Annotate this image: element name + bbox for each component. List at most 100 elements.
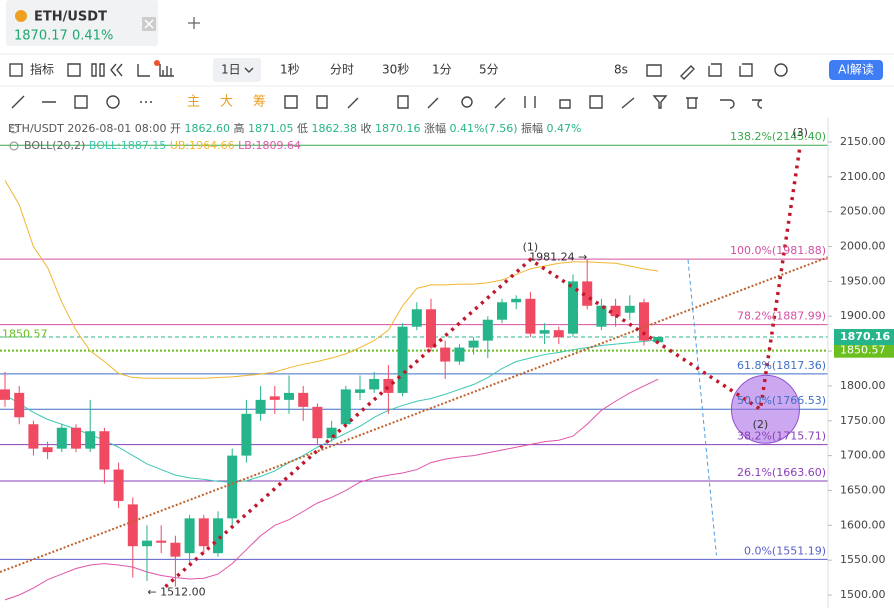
coin-icon [15, 10, 27, 22]
y-tick-label: 2000.00 [840, 240, 886, 253]
interval-option[interactable]: 30秒 [382, 63, 409, 77]
y-tick-label: 1800.00 [840, 379, 886, 392]
candle-body [0, 389, 10, 400]
high-label: 1981.24 → [529, 251, 587, 264]
candle-body [99, 431, 110, 470]
candle-body [127, 504, 138, 547]
interval-button[interactable] [213, 58, 261, 82]
candle-body [142, 540, 152, 547]
info-item: 收 [361, 121, 372, 135]
fib-label: 138.2%(2145.40) [730, 130, 826, 143]
info-item: 开 [170, 122, 181, 135]
candle-body [539, 330, 550, 334]
ai-label: AI解读 [838, 63, 874, 77]
candle-body [468, 340, 479, 348]
wave [164, 144, 802, 588]
candle-body [525, 298, 536, 334]
y-tick-label: 1950.00 [840, 274, 886, 287]
candle-body [113, 469, 124, 501]
candle-body [340, 389, 351, 425]
plot [0, 144, 828, 601]
tool[interactable]: 筹 [253, 94, 266, 110]
fib-label: 61.8%(1817.36) [737, 359, 826, 372]
eye-icon [9, 141, 19, 151]
tab[interactable] [6, 0, 158, 46]
ma-tag [834, 343, 894, 358]
candle-body [639, 302, 649, 341]
interval-option[interactable]: 分时 [330, 63, 354, 77]
ai-button[interactable] [829, 60, 883, 80]
y-tick-label: 2100.00 [840, 170, 886, 183]
boll-item: BOLL:1887.15 [89, 139, 166, 152]
tool[interactable]: 大 [220, 95, 233, 110]
interval-option[interactable]: 1分 [432, 63, 452, 77]
toolbar-icons-right[interactable] [646, 63, 788, 80]
interval-option[interactable]: 1秒 [280, 63, 300, 77]
tool[interactable]: 主 [187, 95, 200, 110]
tab-price: 1870.17 [14, 29, 68, 44]
timer: 8s [614, 63, 628, 77]
info-item: 1871.05 [248, 122, 294, 135]
candle-body [184, 518, 195, 554]
candle-body [213, 518, 223, 554]
candle-body [269, 396, 280, 400]
candle-body [568, 281, 578, 334]
y-tick-label: 1650.00 [840, 483, 886, 496]
candle-body [383, 378, 394, 393]
ma-tag-label: 1850.57 [840, 344, 886, 357]
candle-body [454, 347, 465, 362]
info-item: ETH/USDT [8, 122, 64, 135]
fib-label: 50.0%(1766.53) [737, 394, 826, 407]
candle-body [227, 455, 238, 519]
info-item: 0.47% [547, 122, 582, 135]
info-item: 1862.60 [185, 122, 231, 135]
y-tick-label: 1550.00 [840, 553, 886, 566]
fib-label: 38.2%(1715.71) [737, 430, 826, 443]
info-item: 高 [234, 121, 245, 135]
fib-label: 78.2%(1887.99) [737, 310, 826, 323]
candle-body [553, 330, 564, 338]
boll-item: BOLL(20,2) [24, 139, 85, 152]
candle-body [255, 399, 266, 414]
candle-body [326, 427, 337, 439]
toolbar-icons[interactable] [67, 63, 174, 77]
indicator-icon[interactable] [9, 63, 23, 77]
projection [687, 259, 717, 556]
tab-change: 0.41% [72, 29, 113, 44]
badge [154, 60, 160, 66]
candle-body [198, 518, 209, 547]
candle-body [582, 281, 593, 306]
drawing-icons[interactable] [284, 95, 763, 109]
eye-icon [9, 124, 19, 134]
indicator-button[interactable]: 指标 [30, 62, 54, 77]
last-tag-label: 1870.16 [840, 330, 890, 343]
candle-body [426, 309, 436, 348]
info-line: ETH/USDT 2026-08-01 08:00 开 1862.60 高 18… [8, 121, 581, 135]
y-tick-label: 2150.00 [840, 135, 886, 148]
wave-label: (3) [792, 126, 808, 139]
interval-option[interactable]: 5分 [479, 63, 499, 77]
boll-line: BOLL(20,2) BOLL:1887.15 UB:1964.66 LB:18… [24, 139, 301, 152]
add-tab[interactable] [188, 17, 200, 29]
candle-body [596, 305, 607, 327]
wave-label: (1) [523, 241, 539, 254]
fib-label: 26.1%(1663.60) [737, 466, 826, 479]
target-zone [730, 374, 800, 444]
candle-body [312, 406, 323, 439]
info-item: 0.41%(7.56) [450, 122, 518, 135]
fib-label: 0.0%(1551.19) [744, 544, 826, 557]
dropdown-icon [244, 67, 254, 73]
last-tag [834, 329, 894, 346]
low-label: ← 1512.00 [147, 586, 205, 599]
info-item: 振幅 [521, 121, 543, 135]
candle-body [397, 326, 408, 393]
candle-body [42, 447, 53, 453]
candle-body [482, 319, 493, 341]
boll-item: UB:1964.66 [170, 139, 235, 152]
candle-body [156, 540, 167, 543]
candle-body [170, 542, 181, 557]
y-tick-label: 1750.00 [840, 414, 886, 427]
drawing-icons[interactable] [11, 95, 152, 109]
candle-body [14, 392, 25, 418]
